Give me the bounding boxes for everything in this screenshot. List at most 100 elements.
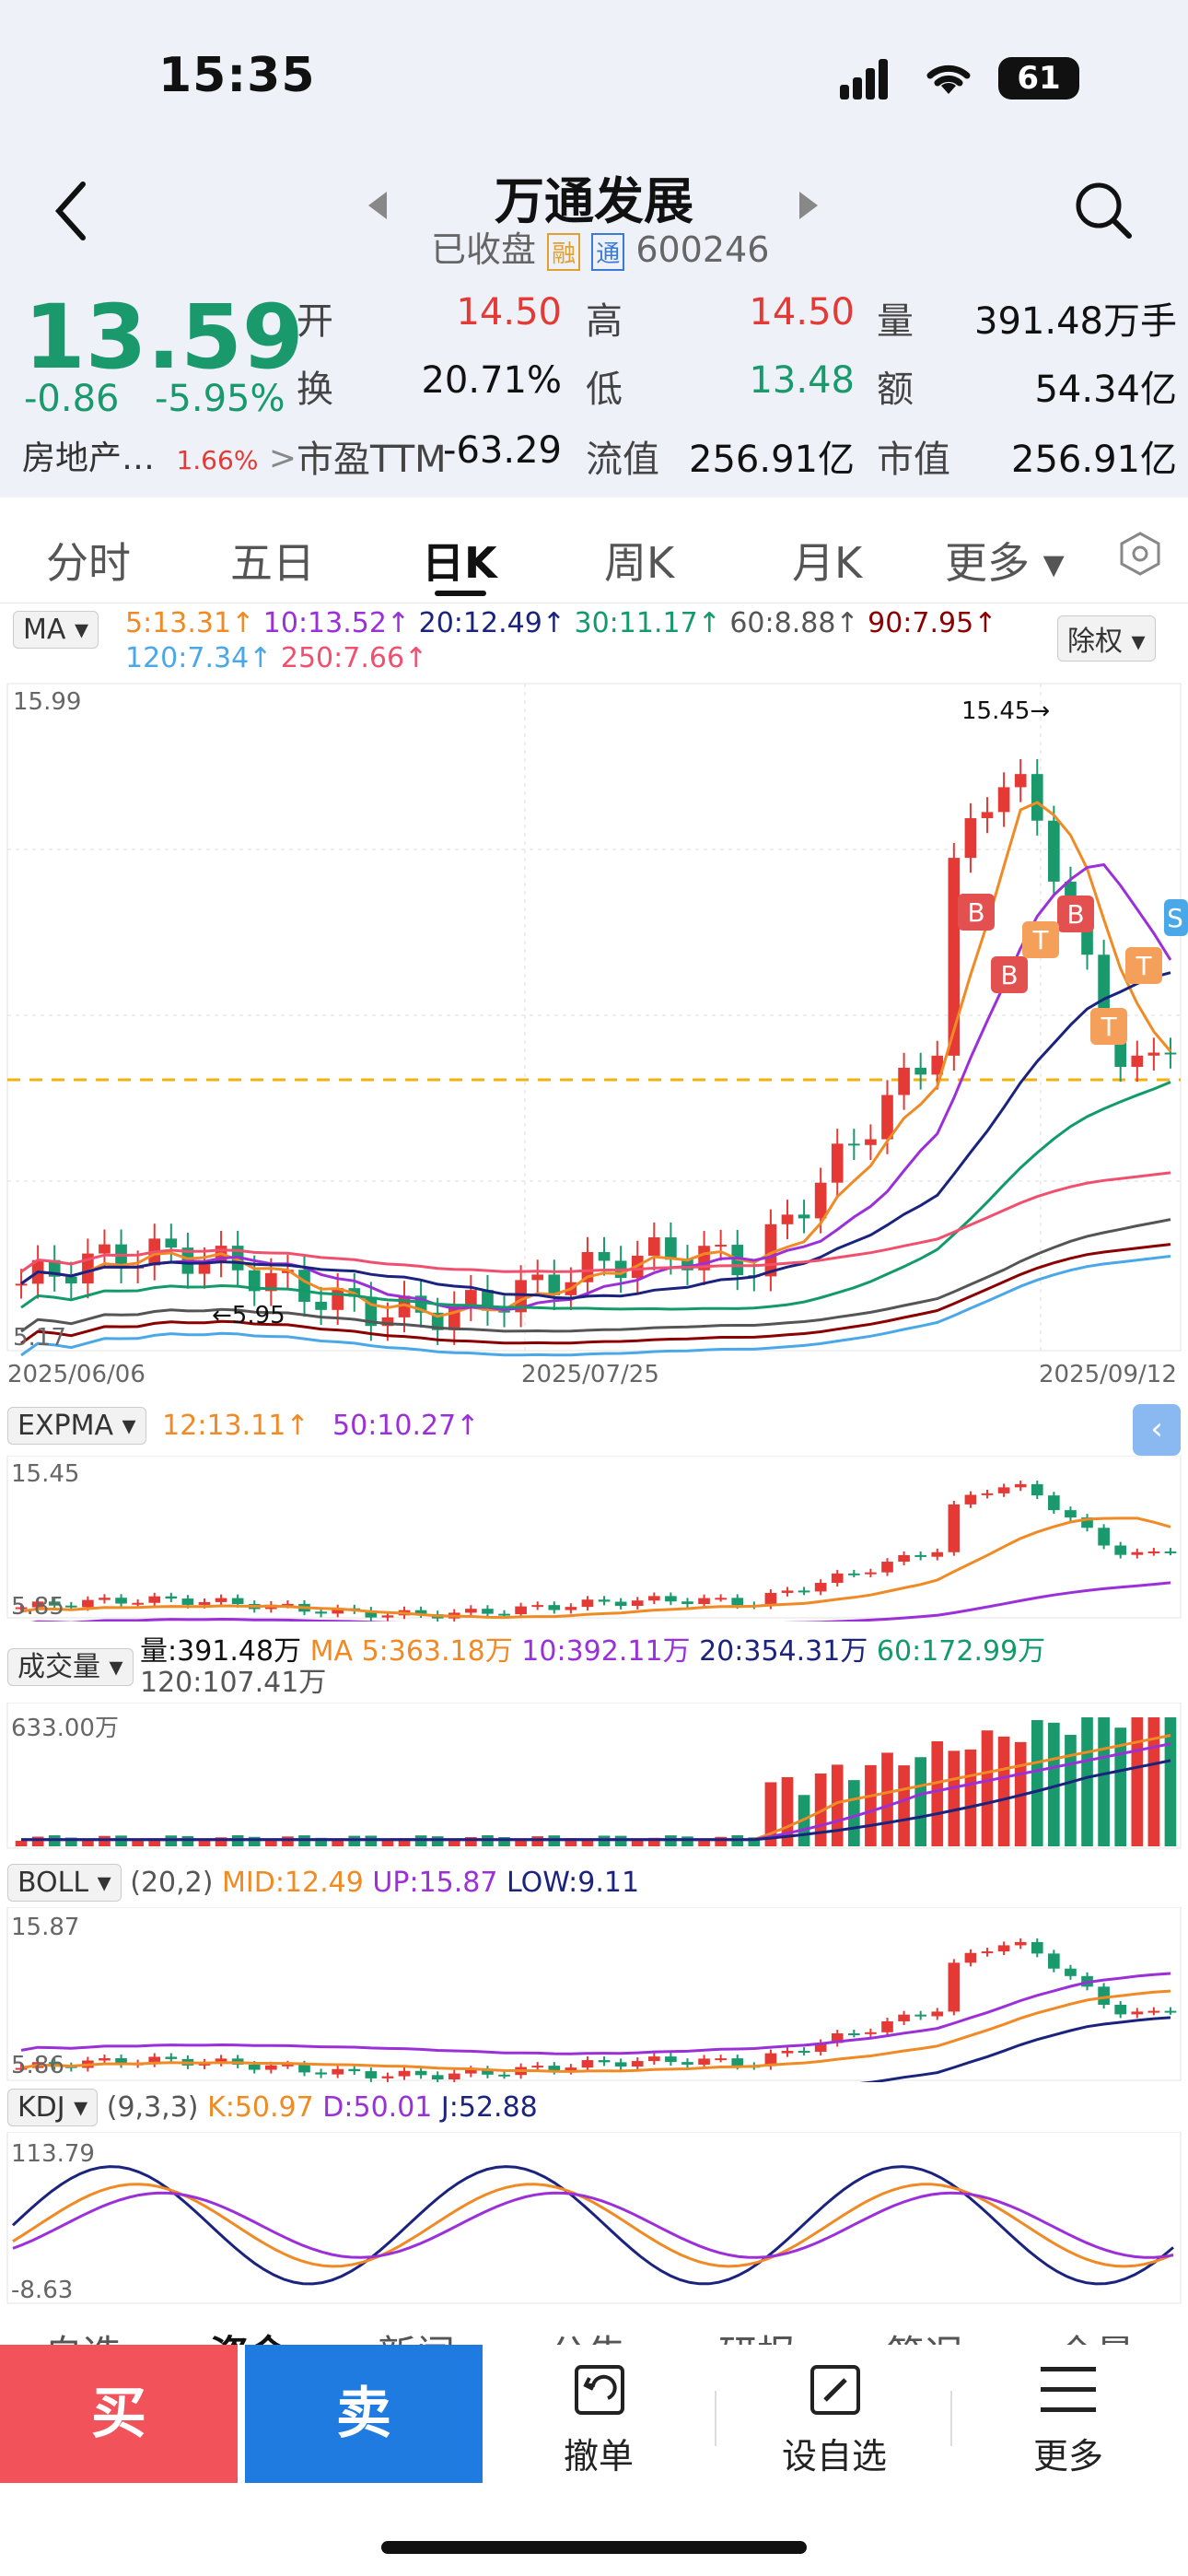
search-icon[interactable]	[1074, 181, 1133, 240]
expma-selector[interactable]: EXPMA ▾	[7, 1407, 146, 1445]
indicator-line	[20, 1972, 1171, 2055]
volume-selector[interactable]: 成交量 ▾	[7, 1648, 134, 1686]
date-axis-end: 2025/09/12	[1039, 1361, 1177, 1388]
candle-body	[381, 1615, 394, 1618]
volume-bar	[132, 1838, 144, 1846]
sell-button[interactable]: 卖	[245, 2345, 483, 2483]
volume-bar	[831, 1764, 844, 1846]
kdj-legend: KDJ ▾ (9,3,3) K:50.97 D:50.01 J:52.88	[7, 2089, 538, 2126]
kdj-lines	[11, 2165, 1174, 2286]
prev-stock-icon[interactable]	[367, 190, 389, 221]
edit-icon	[810, 2365, 860, 2415]
kdj-params: (9,3,3)	[106, 2091, 199, 2124]
stock-header: 万通发展 已收盘 融 通 600246	[0, 157, 1188, 276]
candle-body	[948, 858, 961, 1056]
boll-selector[interactable]: BOLL ▾	[7, 1864, 122, 1902]
candle-body	[414, 2070, 427, 2076]
candle-body	[1081, 1517, 1093, 1528]
indicator-line	[859, 2016, 1171, 2082]
volume-bar	[431, 1836, 444, 1846]
battery-icon: 61	[998, 57, 1079, 100]
volume-bars	[15, 1717, 1177, 1846]
volume-bar	[1031, 1720, 1043, 1846]
volume-label: 量	[877, 300, 914, 343]
ma-indicator-selector[interactable]: MA ▾	[13, 611, 99, 649]
tab-intraday[interactable]: 分时	[46, 538, 131, 588]
candle-body	[964, 1952, 977, 1963]
expma-lines	[20, 1516, 1171, 1622]
back-arrow-icon[interactable]	[52, 181, 88, 241]
candle-body	[781, 1214, 794, 1224]
tab-more[interactable]: 更多 ▾	[945, 538, 1065, 588]
volume-bar	[997, 1736, 1010, 1846]
signal-icon	[840, 59, 888, 100]
volume-values: 量:391.48万 MA 5:363.18万 10:392.11万 20:354…	[140, 1636, 1061, 1699]
volume-bar	[215, 1837, 227, 1846]
ma90-value: 90:7.95↑	[868, 607, 997, 639]
more-label: 更多	[1032, 2436, 1103, 2476]
candle-body	[414, 1610, 427, 1615]
candle-body	[865, 1572, 877, 1575]
boll-up: UP:15.87	[372, 1867, 498, 1899]
volume-bar	[1147, 1717, 1160, 1846]
collapse-panel-button[interactable]: ‹	[1133, 1404, 1181, 1456]
candle-body	[248, 2064, 261, 2070]
volume-bar	[448, 1840, 460, 1846]
candle-body	[847, 1143, 860, 1146]
cancel-order-button[interactable]: 撤单	[525, 2345, 672, 2483]
k-line-chart[interactable]: B B B T T T S 15.99 5.17 15.45→ ←5.95 20…	[0, 682, 1188, 1391]
candle-body	[914, 1067, 927, 1075]
candle-body	[581, 1599, 594, 1608]
buy-button[interactable]: 买	[0, 2345, 238, 2483]
candle-body	[865, 1139, 877, 1145]
indicator-line	[20, 1081, 1171, 1311]
add-watchlist-button[interactable]: 设自选	[761, 2345, 908, 2483]
kdj-selector[interactable]: KDJ ▾	[7, 2089, 99, 2126]
candle-body	[99, 1598, 111, 1600]
chevron-right-icon: >	[268, 439, 297, 477]
cap-label: 市值	[877, 439, 950, 481]
volume-bar	[698, 1840, 710, 1846]
volume-bar	[964, 1749, 977, 1846]
settings-hex-icon[interactable]	[1118, 532, 1162, 576]
candle-body	[665, 2056, 677, 2063]
candle-body	[614, 1601, 627, 1607]
volume-bar	[914, 1757, 927, 1846]
candle-body	[598, 1599, 611, 1602]
volume-bar	[948, 1751, 961, 1846]
adjust-selector[interactable]: 除权 ▾	[1057, 615, 1156, 662]
candle-body	[1048, 820, 1060, 882]
more-button[interactable]: 更多	[995, 2345, 1142, 2483]
candle-body	[981, 812, 994, 819]
hamburger-icon	[1041, 2367, 1096, 2412]
volume-bar	[1164, 1717, 1177, 1846]
tab-five-day[interactable]: 五日	[230, 538, 315, 588]
candle-body	[865, 2032, 877, 2034]
candle-body	[931, 2011, 944, 2017]
tab-monthly-k[interactable]: 月K	[792, 538, 863, 588]
candle-body	[898, 1554, 910, 1563]
candle-body	[931, 1551, 944, 1557]
volume-bar	[365, 1835, 378, 1846]
candle-body	[498, 2074, 510, 2077]
candle-body	[215, 1598, 227, 1602]
candle-body	[964, 818, 977, 859]
volume-ma5: MA 5:363.18万	[309, 1635, 513, 1668]
candle-body	[115, 1598, 127, 1604]
candle-body	[981, 1493, 994, 1495]
volume-bar	[931, 1741, 944, 1846]
candle-body	[631, 2061, 644, 2067]
candle-body	[332, 1288, 344, 1310]
volume-bar	[647, 1837, 660, 1846]
ma30-value: 30:11.17↑	[574, 607, 721, 639]
tab-daily-k[interactable]: 日K	[422, 538, 497, 588]
volume-bar	[1048, 1722, 1060, 1846]
indicator-line	[20, 1243, 1171, 1345]
candle-body	[997, 1945, 1010, 1952]
tab-weekly-k[interactable]: 周K	[604, 538, 675, 588]
ma60-value: 60:8.88↑	[729, 607, 859, 639]
sector-link[interactable]: 房地产… 1.66% >	[22, 431, 297, 479]
next-stock-icon[interactable]	[798, 190, 820, 221]
candle-body	[964, 1494, 977, 1505]
boll-low: LOW:9.11	[506, 1867, 640, 1899]
